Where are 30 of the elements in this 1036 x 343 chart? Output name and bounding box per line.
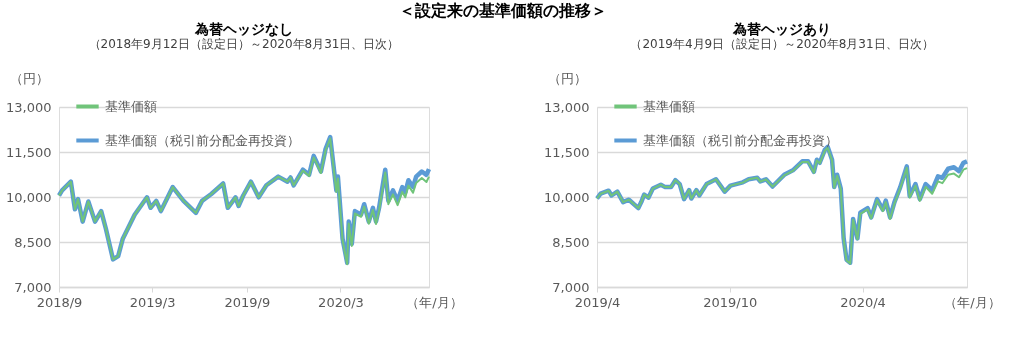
chart-title: 為替ヘッジなし xyxy=(194,21,293,37)
x-tick-label: 2019/4 xyxy=(574,294,621,310)
y-tick-label: 8,500 xyxy=(14,234,52,250)
x-tick-label: 2019/10 xyxy=(703,294,758,310)
x-axis-title: （年/月） xyxy=(944,294,1001,310)
y-tick-label: 8,500 xyxy=(552,234,590,250)
legend-label: 基準価額（税引前分配金再投資） xyxy=(105,132,300,148)
x-axis-title: （年/月） xyxy=(406,294,463,310)
y-tick-label: 7,000 xyxy=(552,279,590,295)
legend-label: 基準価額（税引前分配金再投資） xyxy=(643,132,838,148)
chart-subtitle: （2019年4月9日（設定日）～2020年8月31日、日次） xyxy=(630,37,934,51)
chart-subtitle: （2018年9月12日（設定日）～2020年8月31日、日次） xyxy=(88,37,400,51)
y-tick-label: 10,000 xyxy=(544,189,590,205)
legend-label: 基準価額 xyxy=(105,98,157,114)
y-axis-title: （円） xyxy=(10,70,49,86)
x-tick-label: 2018/9 xyxy=(36,294,83,310)
y-tick-label: 11,500 xyxy=(6,144,52,160)
y-tick-label: 7,000 xyxy=(14,279,52,295)
y-axis-title: （円） xyxy=(548,70,587,86)
y-tick-label: 13,000 xyxy=(544,99,590,115)
x-tick-label: 2019/9 xyxy=(224,294,271,310)
y-tick-label: 11,500 xyxy=(544,144,590,160)
x-tick-label: 2019/3 xyxy=(129,294,176,310)
chart-title: 為替ヘッジあり xyxy=(732,21,831,37)
x-tick-label: 2020/4 xyxy=(840,294,886,310)
y-tick-label: 13,000 xyxy=(6,99,52,115)
y-tick-label: 10,000 xyxy=(6,189,52,205)
x-tick-label: 2020/3 xyxy=(318,294,364,310)
text: ＜設定来の基準価額の推移＞ xyxy=(398,0,607,20)
legend-label: 基準価額 xyxy=(643,98,695,114)
